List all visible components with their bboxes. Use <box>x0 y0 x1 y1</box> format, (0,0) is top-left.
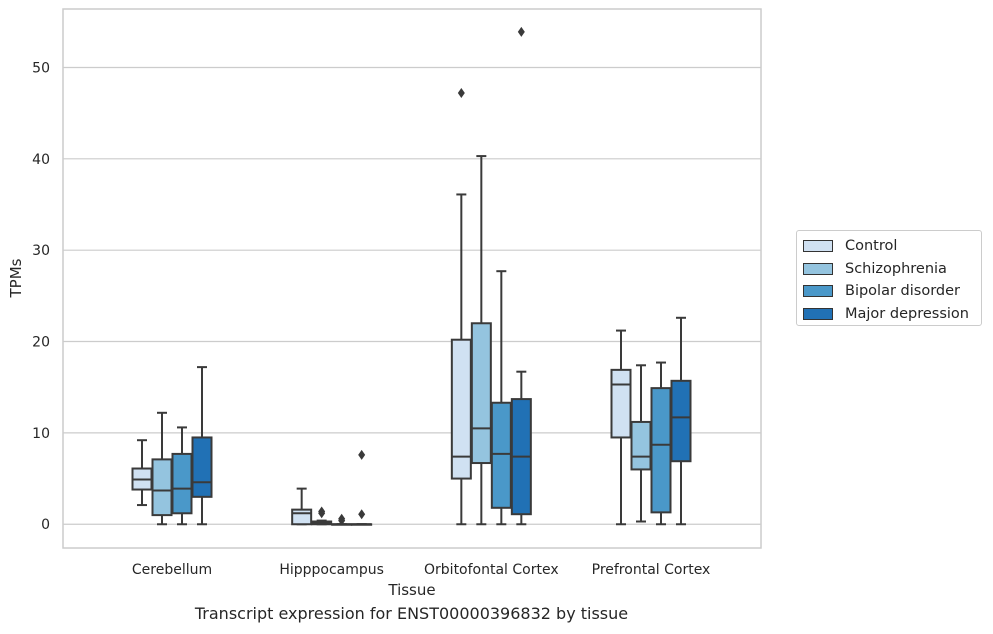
box-iqr <box>670 379 692 463</box>
legend-label: Major depression <box>845 305 969 322</box>
box-iqr <box>470 322 492 465</box>
box-3-2 <box>650 361 672 526</box>
box-iqr <box>191 436 213 498</box>
x-tick-label: Orbitofontal Cortex <box>424 562 559 578</box>
box-3-0 <box>610 329 632 526</box>
y-axis-label: TPMs <box>7 258 25 298</box>
legend-label: Schizophrenia <box>845 260 947 277</box>
legend-label: Control <box>845 238 898 255</box>
legend-item: Bipolar disorder <box>803 280 981 303</box>
legend-item: Control <box>803 235 981 258</box>
y-tick-label: 20 <box>32 335 50 351</box>
box-iqr <box>151 458 173 517</box>
legend-item: Schizophrenia <box>803 258 981 281</box>
outlier-point <box>358 509 366 520</box>
box-0-3 <box>191 366 213 526</box>
x-axis-label: Tissue <box>387 581 435 599</box>
box-series <box>131 26 692 526</box>
box-2-2 <box>490 270 512 526</box>
outlier-point <box>358 449 366 460</box>
y-tick-label: 10 <box>32 426 50 442</box>
box-iqr <box>490 401 512 509</box>
box-0-1 <box>151 411 173 526</box>
legend-swatch <box>803 262 833 275</box>
box-0-0 <box>131 439 153 507</box>
box-1-1 <box>311 506 333 526</box>
box-iqr <box>171 452 193 515</box>
box-iqr <box>610 368 632 439</box>
outlier-point <box>517 26 525 37</box>
legend-swatch <box>803 307 833 320</box>
box-3-3 <box>670 316 692 526</box>
legend-label: Bipolar disorder <box>845 283 960 300</box>
legend-swatch <box>803 285 833 298</box>
box-3-1 <box>630 364 652 523</box>
box-iqr <box>450 338 472 480</box>
grid-lines <box>63 66 761 525</box>
y-tick-labels: 0 10 20 30 40 50 <box>32 60 50 533</box>
box-1-2 <box>331 513 353 526</box>
x-tick-label: Cerebellum <box>132 562 212 578</box>
legend-item: Major depression <box>803 303 981 326</box>
outlier-point <box>338 515 346 526</box>
outlier-point <box>457 88 465 99</box>
legend-swatch <box>803 240 833 253</box>
outlier-point <box>318 508 326 519</box>
plot-frame <box>62 8 762 549</box>
box-2-3 <box>510 26 532 526</box>
box-iqr <box>650 387 672 514</box>
x-tick-labels: Cerebellum Hipppocampus Orbitofontal Corte… <box>132 562 710 578</box>
y-tick-label: 30 <box>32 243 50 259</box>
box-2-0 <box>450 88 472 526</box>
x-tick-label: Hipppocampus <box>279 562 384 578</box>
box-0-2 <box>171 426 193 526</box>
y-tick-label: 50 <box>32 60 50 76</box>
legend: Control Schizophrenia Bipolar disorder Majo… <box>796 230 982 326</box>
figure-caption: Transcript expression for ENST0000039683… <box>194 604 629 623</box>
box-2-1 <box>470 155 492 526</box>
box-1-0 <box>291 487 313 526</box>
box-iqr <box>291 508 313 526</box>
x-tick-label: Prefrontal Cortex <box>592 562 711 578</box>
box-iqr <box>630 420 652 471</box>
box-1-3 <box>351 449 373 526</box>
y-tick-label: 0 <box>41 517 50 533</box>
y-tick-label: 40 <box>32 152 50 168</box>
